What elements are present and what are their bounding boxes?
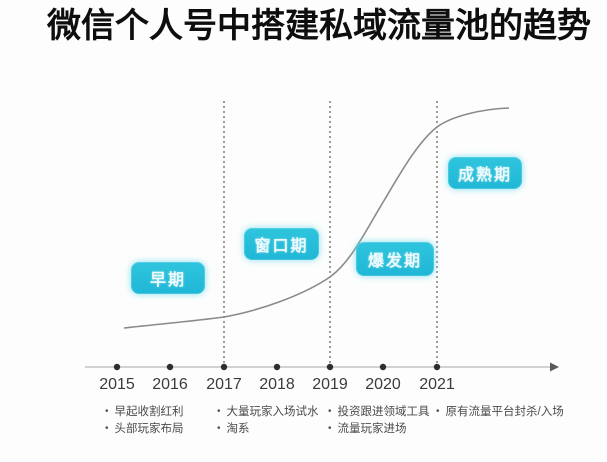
note-text: 早起收割红利 xyxy=(114,406,184,418)
year-dot-2021 xyxy=(433,363,441,371)
list-item: • 流量玩家进场 xyxy=(328,421,430,438)
year-dot-2017 xyxy=(220,363,228,371)
phase-label: 窗口期 xyxy=(254,238,309,255)
list-item: • 头部玩家布局 xyxy=(105,421,184,438)
year-label-2018: 2018 xyxy=(259,376,295,393)
bullet-icon: • xyxy=(217,423,221,434)
year-label-2015: 2015 xyxy=(99,376,135,393)
bullet-icon: • xyxy=(328,423,332,434)
phase-badge-window: 窗口期 xyxy=(244,228,319,260)
list-item: • 大量玩家入场试水 xyxy=(217,404,319,421)
notes-column-2019: • 投资跟进领域工具 • 流量玩家进场 xyxy=(328,404,430,438)
phase-label: 早期 xyxy=(149,272,186,289)
note-text: 大量玩家入场试水 xyxy=(226,406,319,418)
bullet-icon: • xyxy=(328,406,332,417)
notes-column-2021: • 原有流量平台封杀/入场 xyxy=(436,404,564,421)
phase-badge-mature: 成熟期 xyxy=(448,157,522,189)
list-item: • 淘系 xyxy=(217,421,319,438)
note-text: 原有流量平台封杀/入场 xyxy=(445,406,564,418)
year-label-2016: 2016 xyxy=(152,376,188,393)
note-text: 流量玩家进场 xyxy=(337,423,407,435)
year-label-2021: 2021 xyxy=(419,376,455,393)
notes-column-2015: • 早起收割红利 • 头部玩家布局 xyxy=(105,404,184,438)
phase-badge-burst: 爆发期 xyxy=(356,242,434,276)
bullet-icon: • xyxy=(217,406,221,417)
list-item: • 投资跟进领域工具 xyxy=(328,404,430,421)
phase-badge-early: 早期 xyxy=(131,262,205,294)
bullet-icon: • xyxy=(105,423,109,434)
notes-column-2017: • 大量玩家入场试水 • 淘系 xyxy=(217,404,319,438)
year-label-2020: 2020 xyxy=(365,376,401,393)
year-dot-2016 xyxy=(166,363,174,371)
note-text: 投资跟进领域工具 xyxy=(337,406,430,418)
bullet-icon: • xyxy=(105,406,109,417)
note-text: 头部玩家布局 xyxy=(114,423,184,435)
year-label-2017: 2017 xyxy=(206,376,242,393)
year-dot-2015 xyxy=(113,363,121,371)
bullet-icon: • xyxy=(436,406,440,417)
growth-curve xyxy=(123,107,510,329)
year-dot-2020 xyxy=(379,363,387,371)
year-dot-2018 xyxy=(273,363,281,371)
year-dot-2019 xyxy=(326,363,334,371)
axis-arrow-icon xyxy=(550,362,559,372)
list-item: • 原有流量平台封杀/入场 xyxy=(436,404,564,421)
note-text: 淘系 xyxy=(226,423,250,435)
phase-label: 成熟期 xyxy=(457,167,512,184)
phase-label: 爆发期 xyxy=(367,253,422,270)
year-label-2019: 2019 xyxy=(312,376,348,393)
list-item: • 早起收割红利 xyxy=(105,404,184,421)
page-title: 微信个人号中搭建私域流量池的趋势 xyxy=(47,7,591,45)
